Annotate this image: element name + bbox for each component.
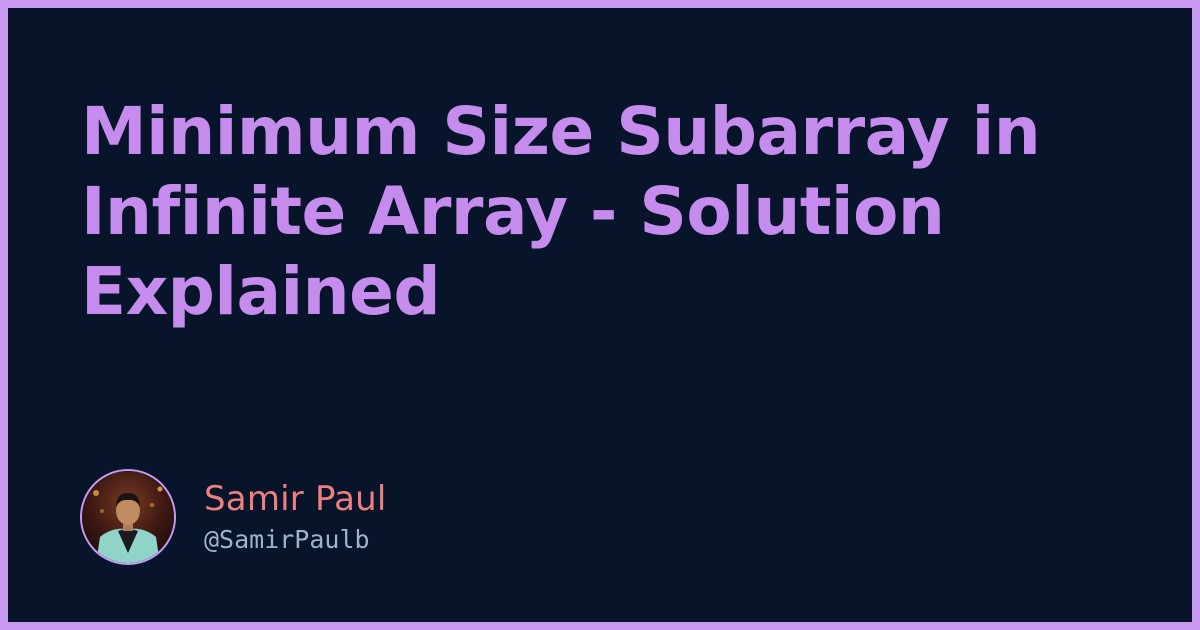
author-handle: @SamirPaulb [204,525,370,554]
author-block: Samir Paul @SamirPaulb [80,467,387,567]
author-name: Samir Paul [204,479,387,519]
page-title: Minimum Size Subarray in Infinite Array … [81,93,1041,330]
author-info: Samir Paul @SamirPaulb [204,479,387,555]
person-photo-avatar-icon [82,471,174,563]
avatar [80,469,176,565]
